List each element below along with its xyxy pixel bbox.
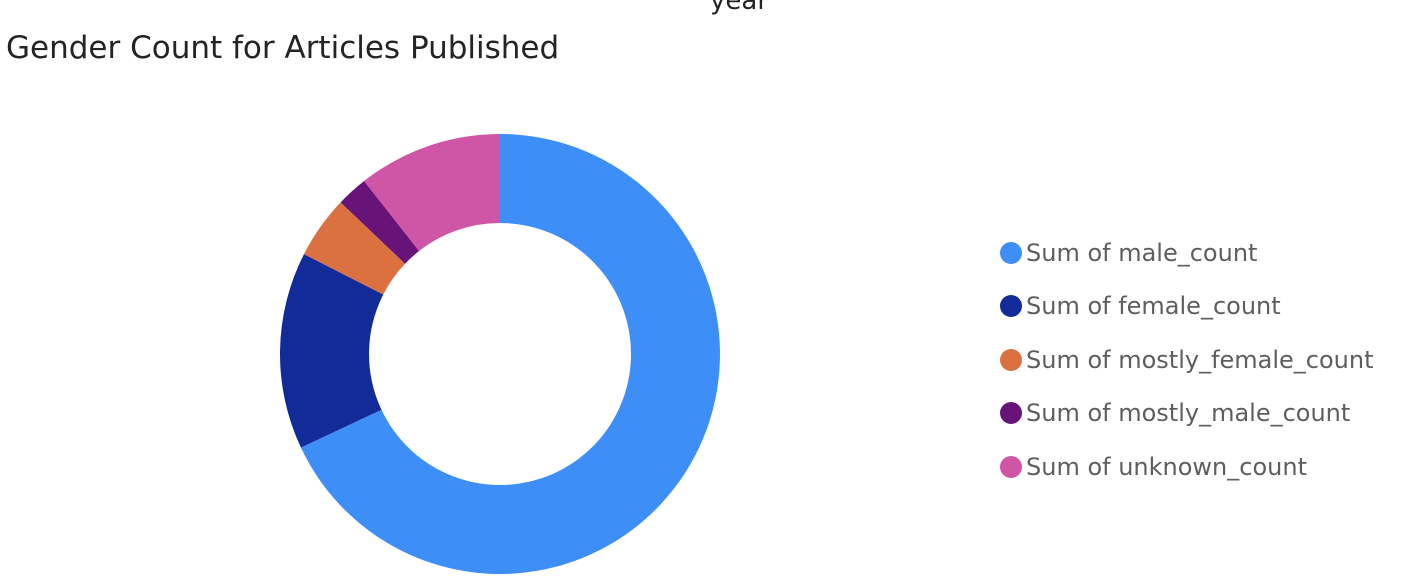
- chart-title: Gender Count for Articles Published: [6, 30, 560, 66]
- legend-marker: [1000, 348, 1022, 371]
- legend-label: Sum of unknown_count: [1026, 452, 1307, 481]
- legend-label: Sum of mostly_male_count: [1026, 399, 1351, 428]
- chart-legend: Sum of male_count Sum of female_count Sum …: [1000, 226, 1374, 494]
- legend-marker: [1000, 295, 1022, 318]
- donut-slice-1[interactable]: [300, 134, 720, 575]
- donut-slice-2[interactable]: [280, 254, 384, 448]
- legend-label: Sum of female_count: [1026, 292, 1281, 321]
- donut-slice-5[interactable]: [364, 134, 500, 251]
- legend-marker: [1000, 455, 1022, 478]
- legend-item-2[interactable]: Sum of female_count: [1000, 280, 1374, 334]
- legend-item-3[interactable]: Sum of mostly_female_count: [1000, 333, 1374, 387]
- axis-field-label: year: [710, 0, 769, 16]
- legend-item-5[interactable]: Sum of unknown_count: [1000, 440, 1374, 494]
- legend-marker: [1000, 241, 1022, 264]
- legend-label: Sum of mostly_female_count: [1026, 345, 1374, 374]
- legend-marker: [1000, 402, 1022, 425]
- donut-slice-4[interactable]: [340, 181, 420, 264]
- legend-label: Sum of male_count: [1026, 238, 1258, 267]
- legend-item-1[interactable]: Sum of male_count: [1000, 226, 1374, 280]
- donut-slice-3[interactable]: [303, 202, 406, 295]
- legend-item-4[interactable]: Sum of mostly_male_count: [1000, 387, 1374, 441]
- donut-slices: [280, 134, 720, 575]
